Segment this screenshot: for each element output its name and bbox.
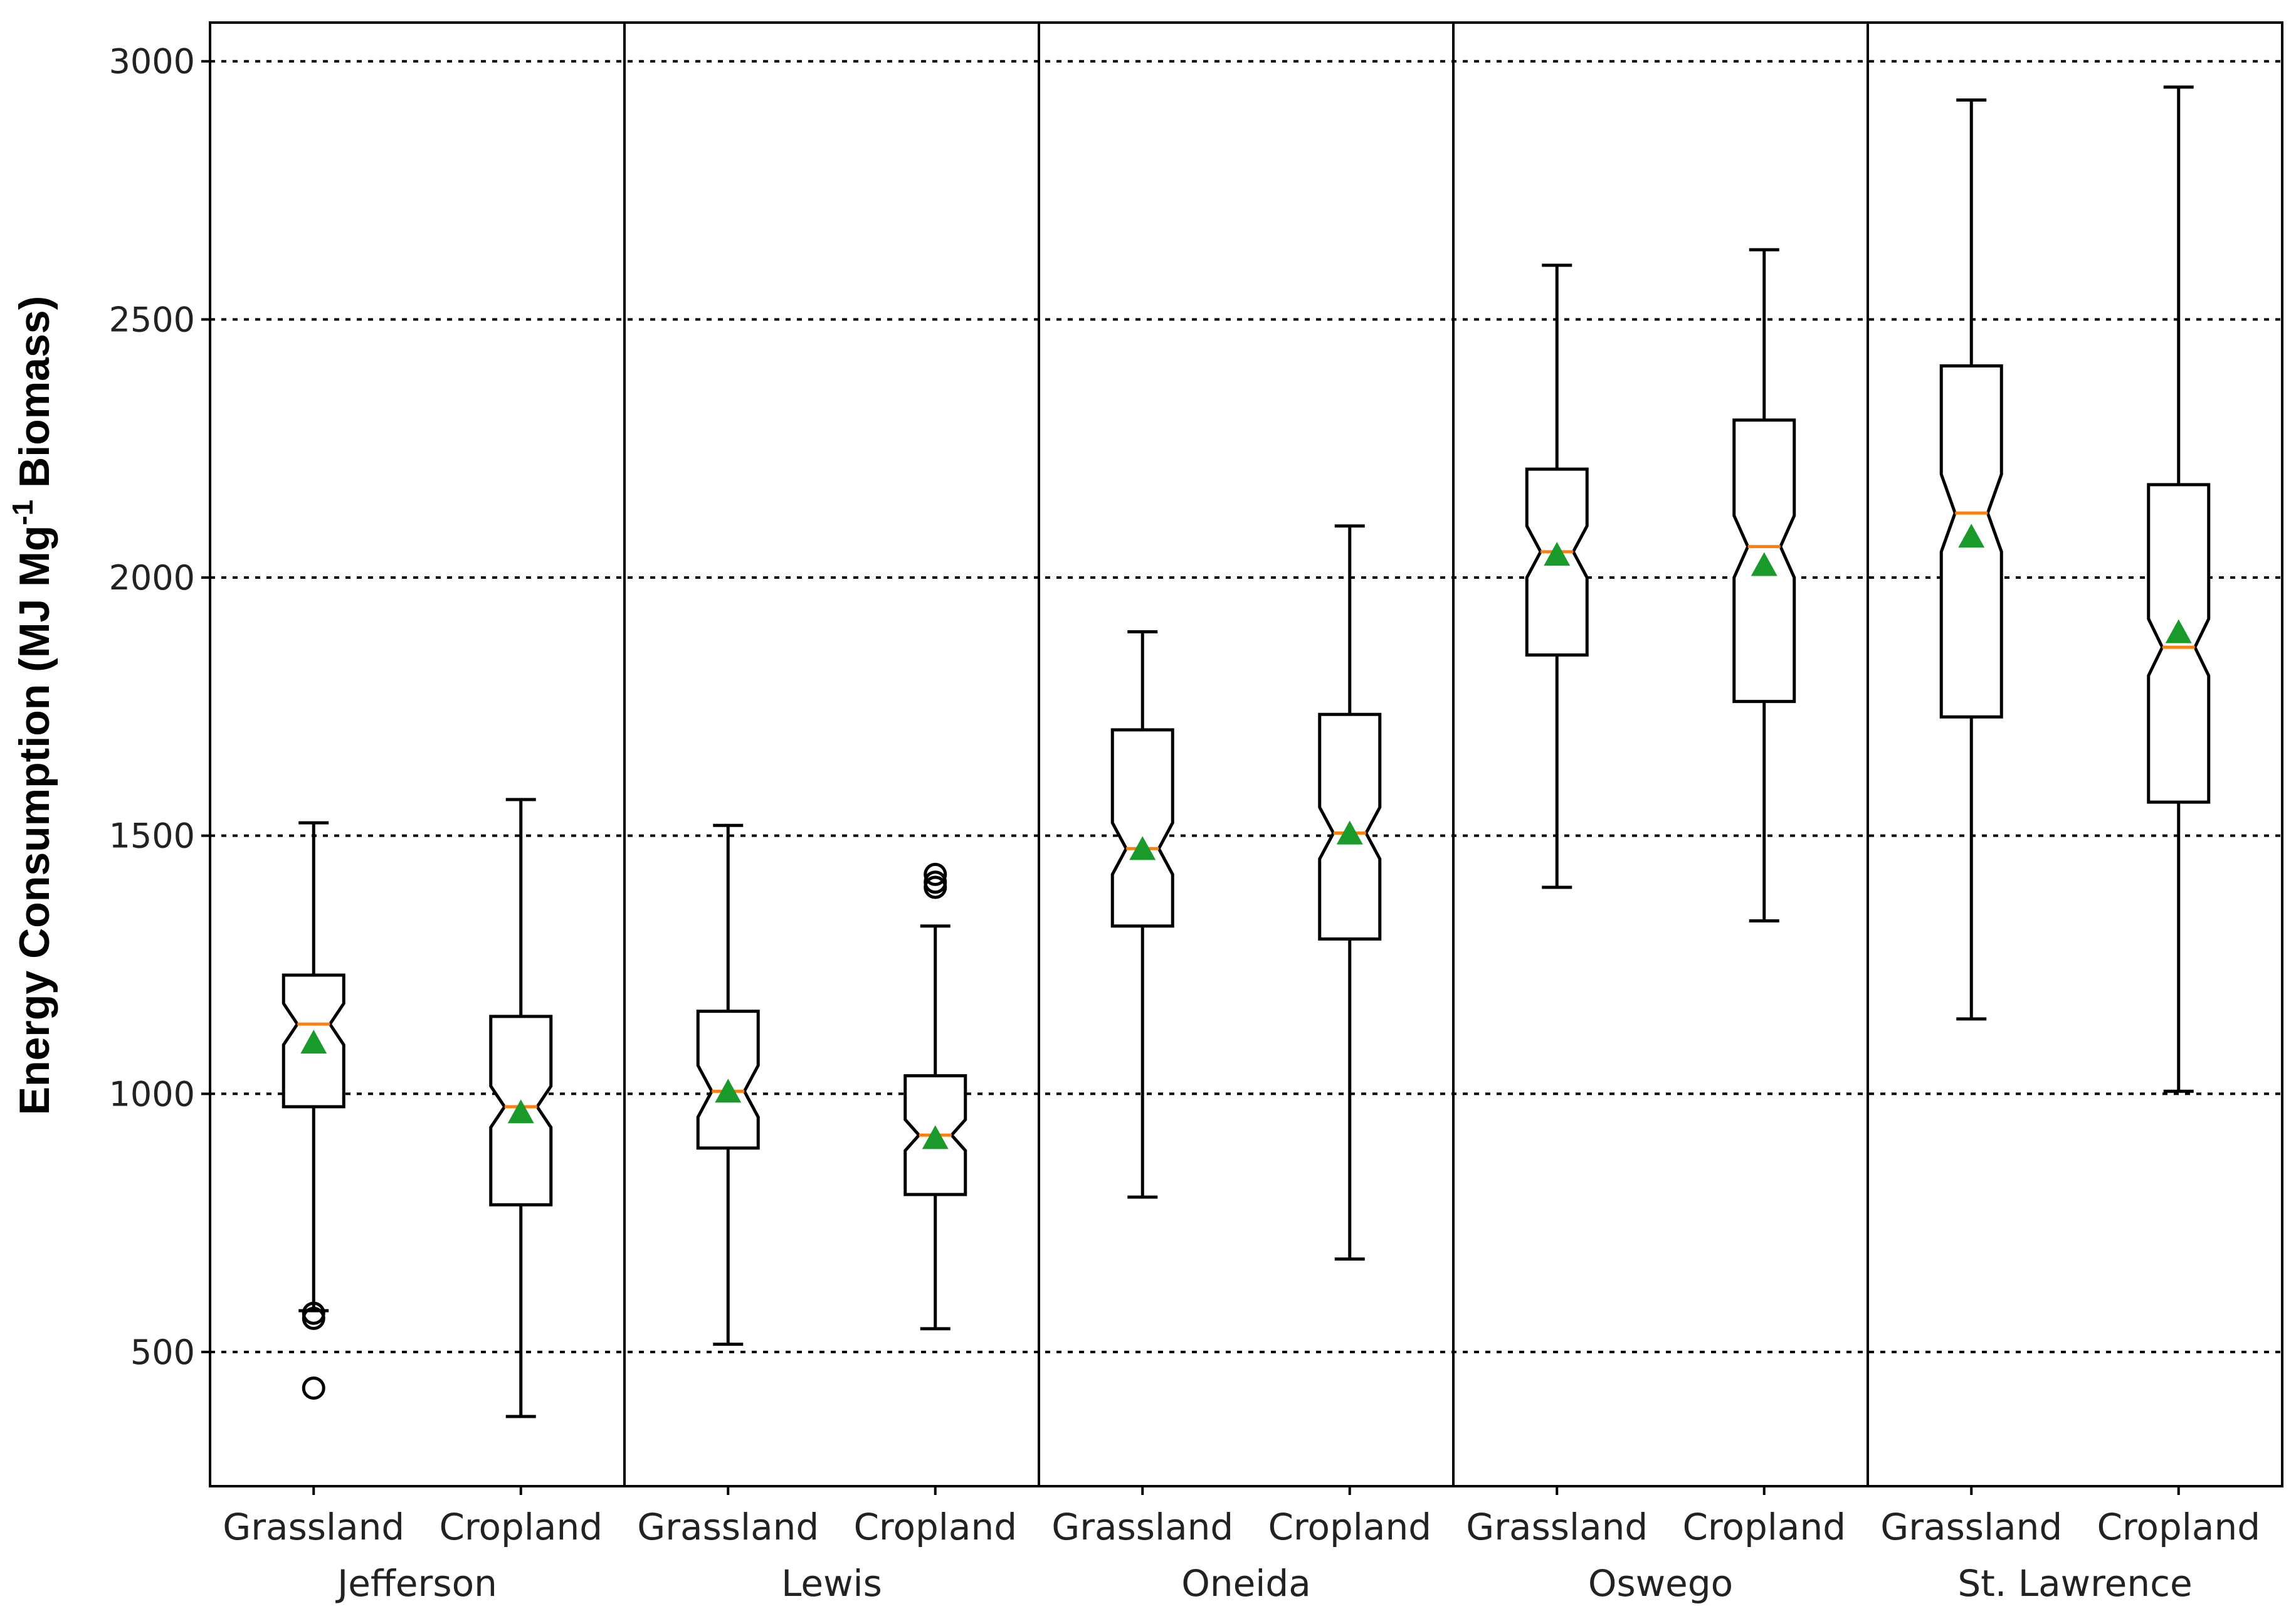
category-label: Grassland: [1880, 1506, 2062, 1548]
group-label-3: Oswego: [1588, 1562, 1733, 1605]
group-label-4: St. Lawrence: [1957, 1562, 2192, 1605]
category-label: Cropland: [1682, 1506, 1846, 1548]
box-7: [1732, 248, 1796, 923]
y-tick-label-2500: 2500: [109, 300, 195, 339]
y-axis-label: Energy Consumption (MJ Mg-1 Biomass): [6, 296, 58, 1116]
mean-marker: [922, 1125, 949, 1149]
mean-marker: [715, 1079, 742, 1103]
outlier-point: [924, 870, 947, 894]
y-axis-label-superscript: -1: [6, 500, 39, 525]
outlier-point: [302, 1376, 325, 1400]
mean-marker: [1336, 820, 1363, 845]
group-label-0: Jefferson: [335, 1562, 497, 1605]
box-3: [903, 862, 967, 1331]
box-body: [1110, 728, 1174, 928]
category-label: Cropland: [853, 1506, 1017, 1548]
category-label: Grassland: [1466, 1506, 1648, 1548]
box-2: [696, 823, 760, 1346]
box-8: [1939, 98, 2003, 1021]
category-label: Cropland: [2097, 1506, 2260, 1548]
boxes: [282, 85, 2211, 1418]
group-label-2: Oneida: [1181, 1562, 1311, 1605]
category-label: Cropland: [1268, 1506, 1431, 1548]
y-tick-label-1500: 1500: [109, 816, 195, 856]
grid-lines: [210, 60, 2282, 1353]
outlier-point: [924, 862, 947, 886]
box-1: [489, 798, 553, 1418]
group-label-1: Lewis: [781, 1562, 882, 1605]
outlier-point: [302, 1301, 325, 1325]
mean-marker: [1751, 552, 1777, 576]
category-label: Grassland: [223, 1506, 404, 1548]
y-tick-label-2000: 2000: [109, 558, 195, 598]
y-tick-label-500: 500: [130, 1333, 195, 1372]
group-separators: [623, 23, 1869, 1486]
box-4: [1110, 630, 1174, 1199]
box-body: [2147, 483, 2211, 804]
mean-marker: [1544, 542, 1571, 566]
category-label: Grassland: [1051, 1506, 1233, 1548]
y-axis-label-main: Energy Consumption (MJ Mg: [11, 525, 58, 1116]
category-label: Cropland: [439, 1506, 603, 1548]
box-0: [282, 821, 345, 1400]
mean-marker: [1958, 524, 1985, 548]
plot-frame: [209, 21, 2283, 1487]
box-5: [1318, 524, 1382, 1261]
box-9: [2147, 85, 2211, 1093]
mean-marker: [1129, 836, 1156, 860]
mean-marker: [2165, 619, 2192, 643]
mean-marker: [300, 1030, 327, 1054]
mean-marker: [507, 1099, 534, 1124]
y-tick-label-3000: 3000: [109, 42, 195, 82]
y-axis-label-tail: Biomass): [11, 296, 58, 500]
y-ticks: 500 1000 1500 2000 2500 3000: [109, 42, 210, 1372]
y-tick-label-1000: 1000: [109, 1074, 195, 1114]
box-6: [1525, 263, 1589, 889]
category-label: Grassland: [637, 1506, 819, 1548]
x-labels: Jefferson Grassland Cropland Lewis Grassland…: [223, 1486, 2260, 1605]
